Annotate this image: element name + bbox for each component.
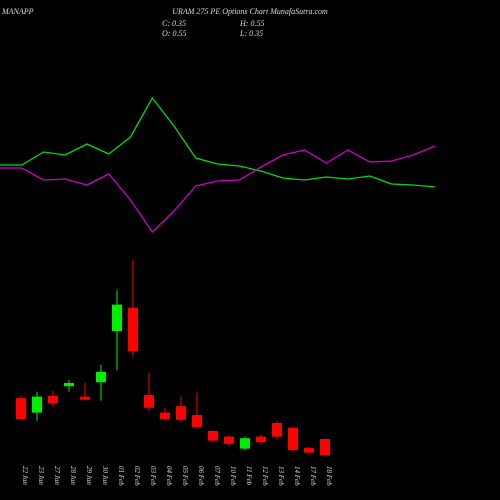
x-tick-label: 22 Jan xyxy=(21,466,29,485)
high-label: H: 0.55 xyxy=(239,19,264,28)
candle-body xyxy=(112,304,122,331)
x-tick-label: 30 Jan xyxy=(101,465,109,485)
candle-body xyxy=(128,307,138,351)
candle-body xyxy=(160,412,170,419)
x-tick-label: 03 Feb xyxy=(149,466,157,486)
indicator-line xyxy=(0,96,436,188)
candle-body xyxy=(272,423,282,437)
indicator-line xyxy=(0,145,436,234)
candle-body xyxy=(304,447,314,453)
candle-body xyxy=(240,438,250,449)
candle-body xyxy=(64,383,74,387)
x-tick-label: 29 Jan xyxy=(85,466,93,485)
x-tick-label: 17 Feb xyxy=(309,466,317,486)
x-tick-label: 02 Feb xyxy=(133,466,141,486)
candle-body xyxy=(96,371,106,383)
candle-body xyxy=(224,436,234,444)
low-label: L: 0.35 xyxy=(239,29,263,38)
candle-body xyxy=(48,395,58,403)
candle-body xyxy=(144,395,154,408)
candle-body xyxy=(320,439,330,455)
candle-body xyxy=(176,406,186,420)
x-tick-label: 27 Jan xyxy=(53,466,61,485)
x-tick-label: 13 Feb xyxy=(277,466,285,486)
title-left: MANAPP xyxy=(1,7,34,16)
x-tick-label: 06 Feb xyxy=(197,466,205,486)
candle-body xyxy=(288,427,298,451)
x-tick-label: 23 Jan xyxy=(37,466,45,485)
x-tick-label: 01 Feb xyxy=(117,466,125,486)
candle-body xyxy=(208,431,218,441)
x-tick-label: 18 Feb xyxy=(325,466,333,486)
candle-body xyxy=(32,396,42,413)
candle-body xyxy=(192,415,202,427)
x-tick-label: 10 Feb xyxy=(229,466,237,486)
candle-body xyxy=(16,398,26,419)
candle-body xyxy=(256,436,266,443)
open-label: O: 0.55 xyxy=(162,29,186,38)
x-tick-label: 14 Feb xyxy=(293,466,301,486)
x-tick-label: 07 Feb xyxy=(213,466,221,486)
candle-body xyxy=(80,396,90,400)
x-tick-label: 11 Feb xyxy=(245,466,253,486)
x-tick-label: 12 Feb xyxy=(261,466,269,486)
close-label: C: 0.35 xyxy=(162,19,186,28)
x-tick-label: 04 Feb xyxy=(165,466,173,486)
x-tick-label: 05 Feb xyxy=(181,466,189,486)
chart-title: URAM 275 PE Options Chart MunafaSutra.co… xyxy=(172,7,328,16)
x-tick-label: 28 Jan xyxy=(69,466,77,485)
